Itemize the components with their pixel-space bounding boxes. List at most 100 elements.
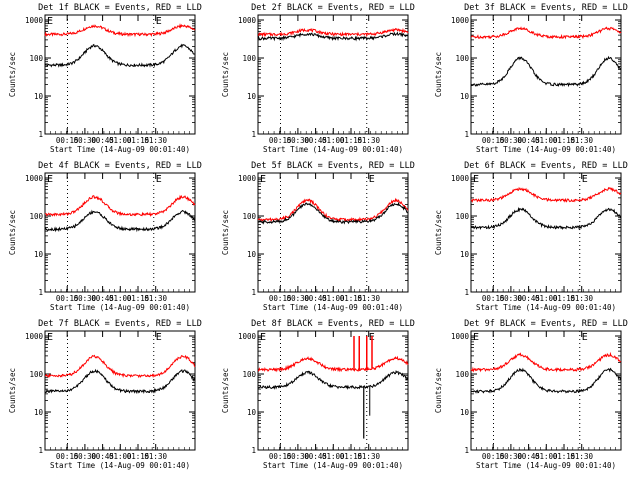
x-tick-label: 01:30 (144, 136, 167, 145)
x-tick-label: 00:15 (56, 452, 79, 461)
event-marker-left: E (260, 174, 266, 185)
event-marker-left: E (473, 332, 479, 343)
x-tick-label: 00:30 (287, 452, 310, 461)
plot-frame (470, 14, 622, 135)
chart-title: Det 5f BLACK = Events, RED = LLD (251, 161, 415, 171)
y-axis-label: Counts/sec (221, 368, 230, 413)
x-tick-label: 01:15 (127, 294, 150, 303)
x-tick-label: 00:15 (482, 294, 505, 303)
chart-panel-5: Det 5f BLACK = Events, RED = LLD 1 10 100 10… (221, 161, 415, 312)
lld-series-line (470, 26, 622, 40)
x-tick-label: 00:45 (517, 452, 540, 461)
y-axis-label: Counts/sec (434, 210, 443, 255)
x-tick-label: 01:30 (144, 452, 167, 461)
event-marker-right: E (156, 16, 162, 27)
x-tick-label: 00:15 (269, 294, 292, 303)
y-tick-label: 10 (460, 250, 470, 259)
x-tick-label: 00:30 (74, 136, 97, 145)
chart-panel-6: Det 6f BLACK = Events, RED = LLD 1 10 100 10… (434, 161, 628, 312)
x-tick-label: 01:15 (340, 136, 363, 145)
y-tick-label: 1 (251, 288, 256, 297)
x-tick-label: 01:00 (535, 452, 558, 461)
x-tick-label: 00:15 (56, 294, 79, 303)
x-tick-label: 00:15 (482, 452, 505, 461)
chart-panel-2: Det 2f BLACK = Events, RED = LLD 1 10 100 10… (221, 3, 415, 154)
lld-series-line (44, 194, 196, 217)
y-axis-label: Counts/sec (8, 52, 17, 97)
x-tick-label: 01:00 (535, 294, 558, 303)
y-axis-label: Counts/sec (221, 52, 230, 97)
lld-series-line (257, 355, 409, 373)
x-tick-label: 01:00 (109, 136, 132, 145)
y-tick-label: 1 (38, 446, 43, 455)
y-tick-label: 100 (29, 370, 43, 379)
x-tick-label: 00:30 (74, 294, 97, 303)
event-marker-left: E (47, 174, 53, 185)
y-axis-label: Counts/sec (8, 368, 17, 413)
event-marker-right: E (369, 174, 375, 185)
x-tick-label: 00:30 (287, 294, 310, 303)
y-tick-label: 100 (455, 212, 469, 221)
y-tick-label: 10 (460, 408, 470, 417)
y-tick-label: 100 (455, 370, 469, 379)
x-tick-label: 01:00 (322, 294, 345, 303)
y-tick-label: 100 (242, 54, 256, 63)
event-marker-left: E (47, 332, 53, 343)
chart-title: Det 3f BLACK = Events, RED = LLD (464, 3, 628, 13)
events-series-line (257, 31, 409, 42)
plot-frame (44, 172, 196, 293)
x-tick-label: 01:30 (570, 136, 593, 145)
x-tick-label: 00:45 (91, 294, 114, 303)
x-axis-label: Start Time (14-Aug-09 00:01:40) (476, 461, 616, 470)
y-tick-label: 100 (242, 212, 256, 221)
x-tick-label: 01:15 (127, 452, 150, 461)
x-tick-label: 01:15 (340, 294, 363, 303)
chart-panel-4: Det 4f BLACK = Events, RED = LLD 1 10 100 10… (8, 161, 202, 312)
x-tick-label: 00:45 (517, 136, 540, 145)
events-series-line (257, 201, 409, 225)
x-tick-label: 00:30 (500, 136, 523, 145)
chart-title: Det 2f BLACK = Events, RED = LLD (251, 3, 415, 13)
x-tick-label: 00:45 (91, 452, 114, 461)
lld-series-line (257, 197, 409, 223)
y-tick-label: 1 (464, 288, 469, 297)
plot-frame (257, 330, 409, 451)
y-tick-label: 1 (251, 446, 256, 455)
x-tick-label: 00:45 (304, 136, 327, 145)
chart-title: Det 1f BLACK = Events, RED = LLD (38, 3, 202, 13)
x-tick-label: 01:30 (570, 452, 593, 461)
x-axis-label: Start Time (14-Aug-09 00:01:40) (50, 303, 190, 312)
y-tick-label: 10 (247, 408, 257, 417)
y-tick-label: 100 (29, 54, 43, 63)
y-tick-label: 1000 (238, 174, 257, 183)
y-tick-label: 1 (38, 130, 43, 139)
plot-frame (257, 172, 409, 293)
y-tick-label: 100 (242, 370, 256, 379)
x-tick-label: 01:30 (357, 294, 380, 303)
events-series-line (257, 369, 409, 390)
y-tick-label: 10 (34, 92, 44, 101)
x-tick-label: 01:30 (570, 294, 593, 303)
chart-title: Det 6f BLACK = Events, RED = LLD (464, 161, 628, 171)
x-tick-label: 00:15 (269, 136, 292, 145)
event-marker-left: E (47, 16, 53, 27)
lld-series-line (45, 354, 196, 379)
x-tick-label: 01:30 (357, 452, 380, 461)
y-tick-label: 10 (247, 92, 257, 101)
x-tick-label: 00:15 (56, 136, 79, 145)
y-tick-label: 1000 (451, 174, 470, 183)
chart-panel-1: Det 1f BLACK = Events, RED = LLD 1 10 100 10… (8, 3, 202, 154)
x-tick-label: 01:00 (535, 136, 558, 145)
x-axis-label: Start Time (14-Aug-09 00:01:40) (263, 461, 403, 470)
plot-frame (470, 172, 622, 293)
y-tick-label: 10 (247, 250, 257, 259)
y-tick-label: 10 (34, 250, 44, 259)
x-tick-label: 01:15 (553, 136, 576, 145)
x-axis-label: Start Time (14-Aug-09 00:01:40) (476, 145, 616, 154)
chart-panel-7: Det 7f BLACK = Events, RED = LLD 1 10 100 10… (8, 319, 202, 470)
chart-title: Det 9f BLACK = Events, RED = LLD (464, 319, 628, 329)
chart-panel-8: Det 8f BLACK = Events, RED = LLD 1 10 100 10… (221, 319, 415, 470)
event-marker-right: E (156, 332, 162, 343)
event-marker-left: E (473, 174, 479, 185)
